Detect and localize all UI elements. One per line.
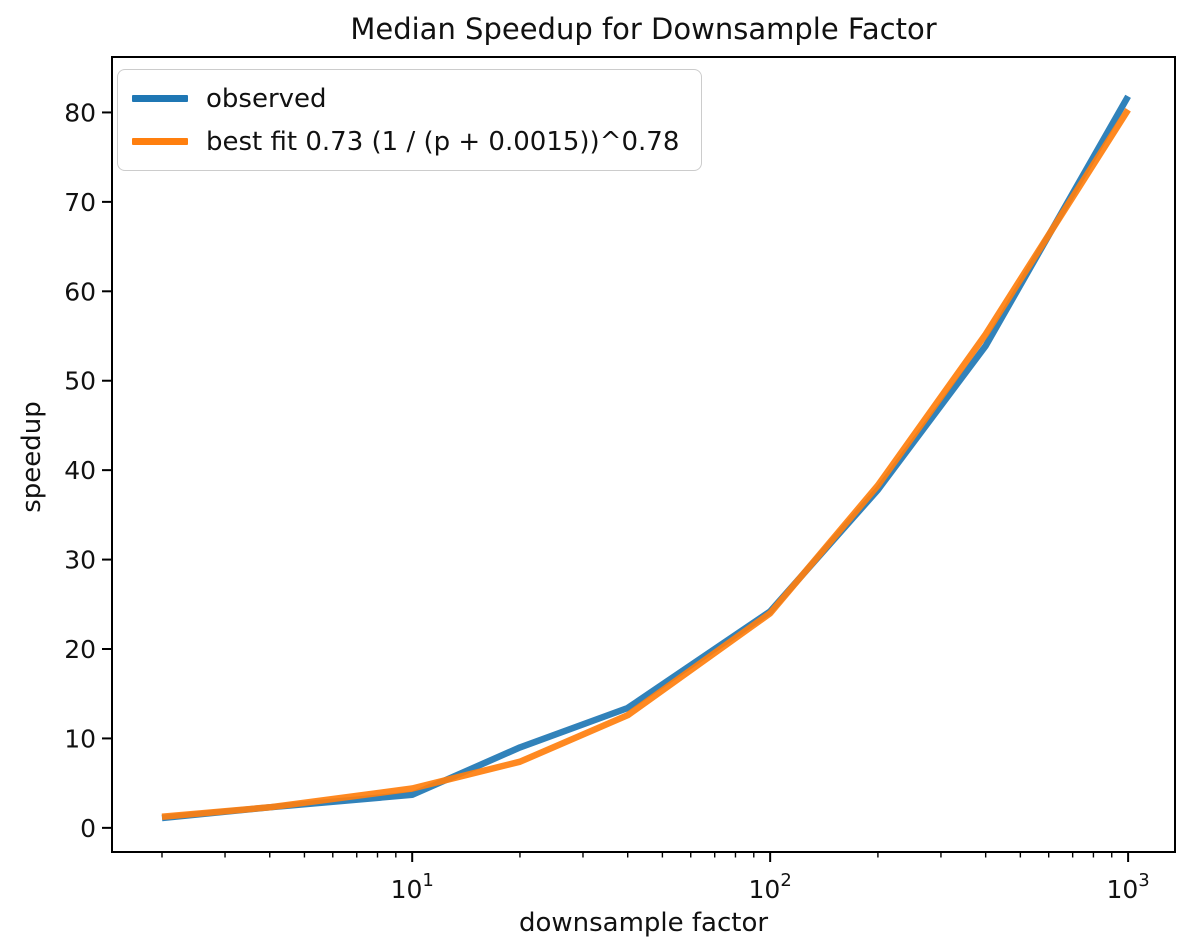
- legend-entry-best-fit: best fit 0.73 (1 / (p + 0.0015))^0.78: [132, 123, 679, 160]
- x-tick-label: 101: [391, 870, 434, 904]
- observed-line-swatch: [132, 95, 188, 102]
- y-tick-label: 80: [64, 98, 96, 127]
- legend: observed best fit 0.73 (1 / (p + 0.0015)…: [117, 69, 703, 171]
- y-tick-label: 60: [64, 277, 96, 306]
- y-axis-label: speedup: [17, 401, 47, 513]
- chart-title: Median Speedup for Downsample Factor: [350, 12, 937, 46]
- y-tick-label: 10: [64, 724, 96, 753]
- observed-line: [161, 94, 1131, 822]
- legend-label-best-fit: best fit 0.73 (1 / (p + 0.0015))^0.78: [206, 126, 680, 157]
- legend-label-observed: observed: [206, 83, 327, 114]
- y-tick-label: 50: [64, 367, 96, 396]
- legend-entry-observed: observed: [132, 80, 679, 117]
- x-axis-label: downsample factor: [518, 908, 769, 938]
- y-tick-label: 70: [64, 188, 96, 217]
- y-tick-label: 20: [64, 635, 96, 664]
- x-tick-label: 102: [749, 870, 792, 904]
- y-tick-label: 0: [80, 814, 96, 843]
- y-tick-label: 30: [64, 546, 96, 575]
- plot-frame: [111, 56, 1176, 853]
- best-fit-line: [161, 108, 1131, 820]
- y-tick-label: 40: [64, 456, 96, 485]
- best-fit-line-swatch: [132, 138, 188, 145]
- x-tick-label: 103: [1106, 870, 1149, 904]
